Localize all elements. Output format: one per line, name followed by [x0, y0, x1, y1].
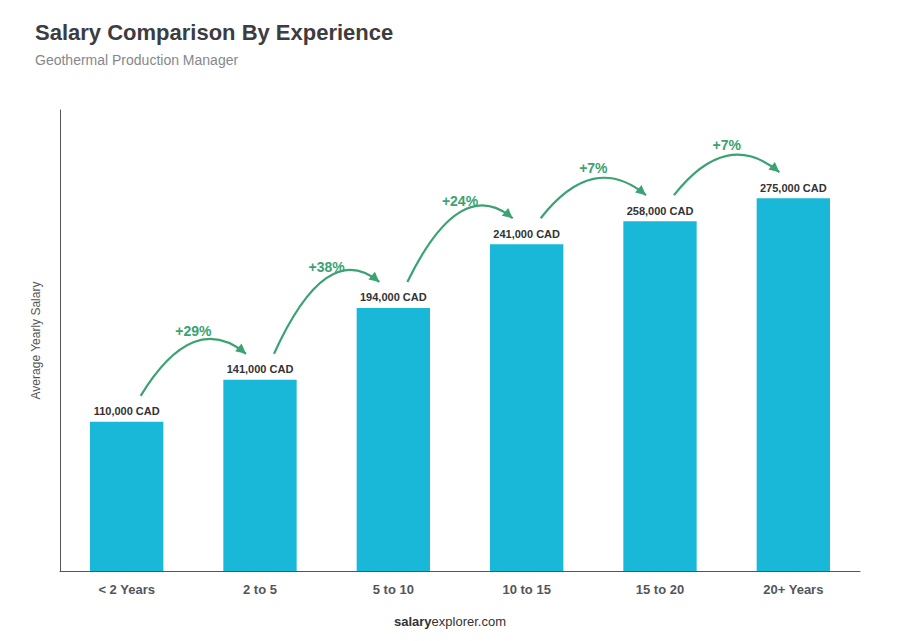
- svg-text:258,000 CAD: 258,000 CAD: [627, 205, 694, 217]
- svg-text:241,000 CAD: 241,000 CAD: [493, 228, 560, 240]
- svg-text:< 2 Years: < 2 Years: [98, 582, 155, 597]
- svg-text:275,000 CAD: 275,000 CAD: [760, 182, 827, 194]
- svg-text:+29%: +29%: [175, 323, 212, 339]
- svg-text:+24%: +24%: [442, 193, 479, 209]
- svg-text:Salary Comparison By Experienc: Salary Comparison By Experience: [35, 20, 393, 45]
- svg-text:+7%: +7%: [712, 137, 741, 153]
- svg-text:194,000 CAD: 194,000 CAD: [360, 291, 427, 303]
- svg-text:Geothermal Production Manager: Geothermal Production Manager: [35, 52, 238, 68]
- svg-text:20+ Years: 20+ Years: [763, 582, 823, 597]
- svg-text:15 to 20: 15 to 20: [636, 582, 684, 597]
- svg-text:2 to 5: 2 to 5: [243, 582, 277, 597]
- svg-text:explorer.com: explorer.com: [432, 614, 506, 629]
- svg-text:110,000 CAD: 110,000 CAD: [94, 405, 160, 417]
- svg-text:141,000 CAD: 141,000 CAD: [227, 363, 294, 375]
- svg-text:salary: salary: [394, 614, 432, 629]
- svg-text:10 to 15: 10 to 15: [502, 582, 550, 597]
- svg-text:+7%: +7%: [579, 160, 608, 176]
- svg-text:+38%: +38%: [309, 259, 346, 275]
- svg-text:5 to 10: 5 to 10: [373, 582, 414, 597]
- svg-text:Average Yearly Salary: Average Yearly Salary: [29, 282, 43, 400]
